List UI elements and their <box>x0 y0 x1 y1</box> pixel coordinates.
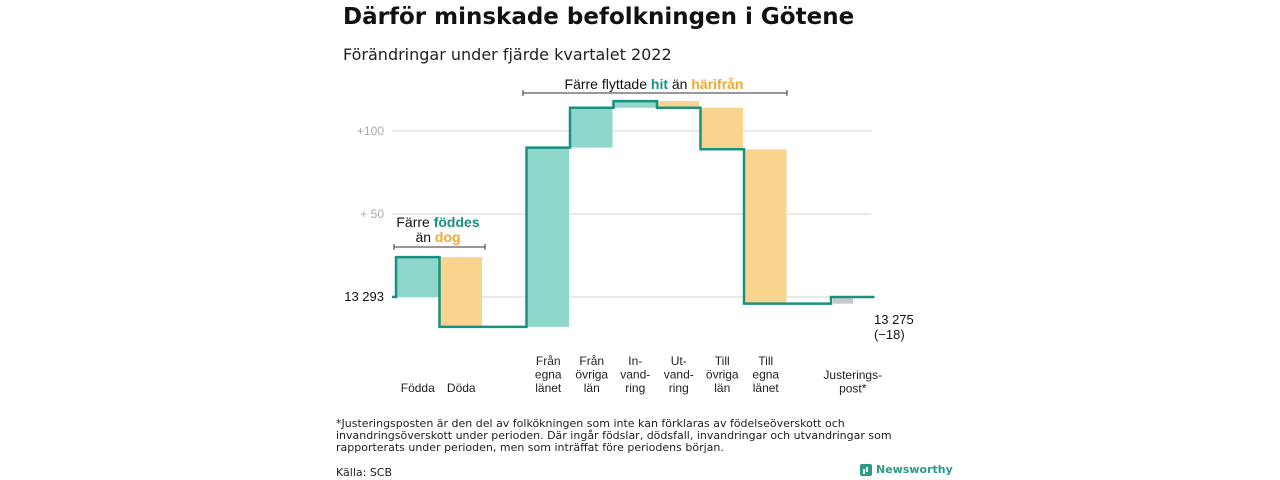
waterfall-bar <box>745 149 787 304</box>
end-change-label: (−18) <box>874 327 905 342</box>
source-label: Källa: SCB <box>336 466 393 479</box>
annotation-text: Färre föddes <box>396 214 479 230</box>
category-label: Justerings-post* <box>823 368 882 396</box>
brand-name: Newsworthy <box>876 463 953 476</box>
category-label: Till egna länet <box>752 354 779 395</box>
footnote: *Justeringsposten är den del av folkökni… <box>336 417 892 454</box>
running-total-line <box>392 99 875 329</box>
waterfall-bar <box>440 257 482 327</box>
end-value-label: 13 275 <box>874 312 914 327</box>
y-tick-label: +100 <box>357 124 384 138</box>
category-label: Döda <box>447 381 476 395</box>
category-label: Ut-vand-ring <box>664 354 694 395</box>
waterfall-bar <box>527 147 569 327</box>
brand-logo: Newsworthy <box>860 463 953 476</box>
y-tick-label: + 50 <box>360 207 384 221</box>
category-label: Från egna länet <box>535 354 562 395</box>
start-value-label: 13 293 <box>344 289 384 304</box>
chart-subtitle: Förändringar under fjärde kvartalet 2022 <box>343 45 672 64</box>
waterfall-bar <box>701 107 743 150</box>
waterfall-bar <box>614 101 656 108</box>
waterfall-bar <box>571 107 613 148</box>
annotation-text: än dog <box>415 229 460 245</box>
category-label: Från övriga län <box>575 354 608 395</box>
category-label: In-vand-ring <box>620 354 650 395</box>
waterfall-bar <box>833 297 853 304</box>
waterfall-bar <box>658 101 700 108</box>
chart-title: Därför minskade befolkningen i Götene <box>343 4 855 30</box>
waterfall-bar <box>397 257 439 297</box>
category-label: Födda <box>401 381 435 395</box>
category-label: Till övriga län <box>706 354 739 395</box>
newsworthy-logo-icon <box>860 463 872 476</box>
annotation-text: Färre flyttade hit än härifrån <box>565 76 744 92</box>
